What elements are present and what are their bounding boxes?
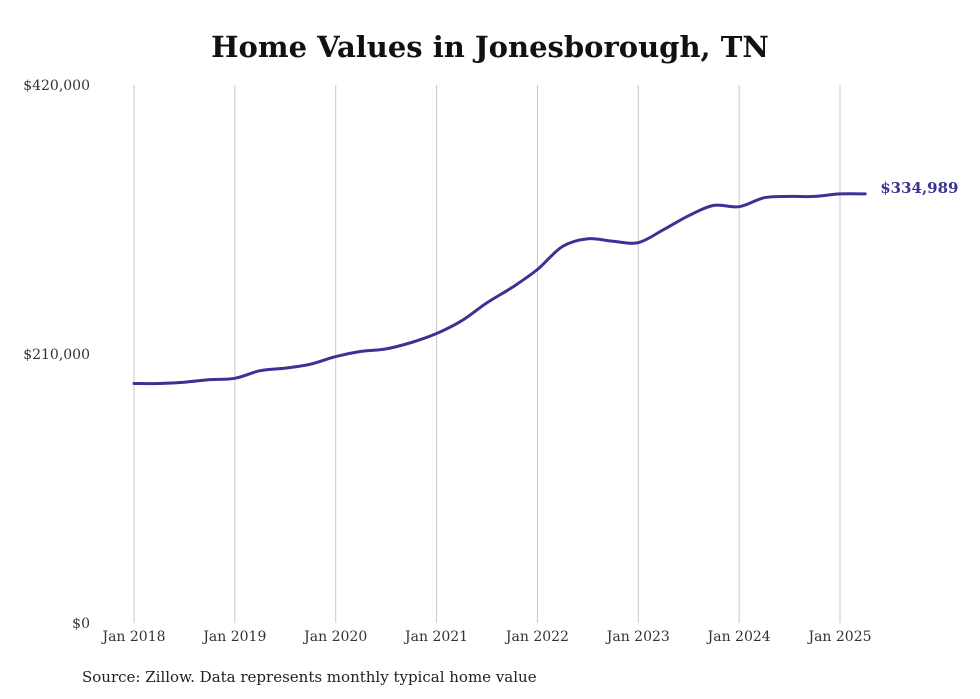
x-tick-label: Jan 2023 [605,629,670,645]
y-axis-tick-labels: $0 $210,000 $420,000 [23,78,90,632]
series-line [132,192,867,386]
x-tick-label: Jan 2024 [706,629,771,645]
x-tick-label: Jan 2021 [403,629,468,645]
x-tick-label: Jan 2025 [806,629,871,645]
series-layer [132,192,867,386]
end-label-layer: $334,989 [880,179,958,197]
y-tick-label: $210,000 [23,347,90,363]
source-note: Source: Zillow. Data represents monthly … [82,668,537,686]
x-tick-label: Jan 2019 [201,629,266,645]
x-tick-label: Jan 2018 [100,629,165,645]
y-tick-label: $0 [72,616,90,632]
y-tick-label: $420,000 [23,78,90,94]
x-tick-label: Jan 2022 [504,629,569,645]
grid-lines [133,85,841,623]
x-axis-tick-labels: Jan 2018 Jan 2019 Jan 2020 Jan 2021 Jan 2022… [100,629,871,645]
end-value-label: $334,989 [880,179,958,197]
chart-title: Home Values in Jonesborough, TN [211,30,769,64]
x-tick-label: Jan 2020 [302,629,367,645]
